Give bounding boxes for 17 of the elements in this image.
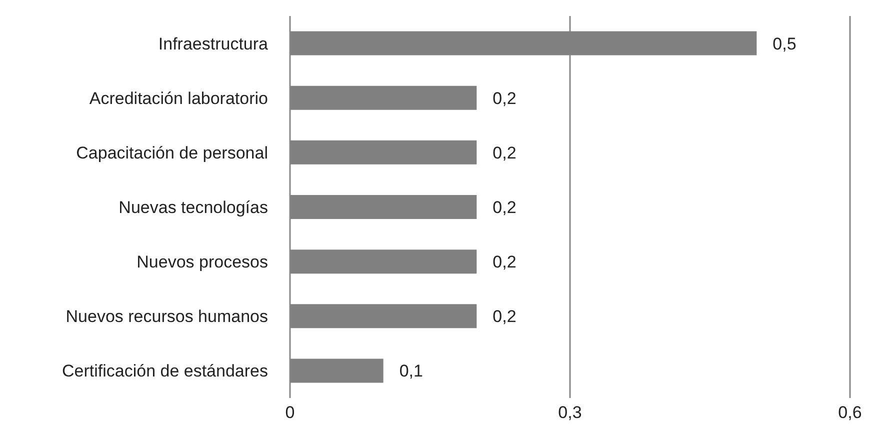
y-tick-label: Capacitación de personal — [76, 143, 268, 162]
data-label: 0,2 — [492, 88, 516, 108]
y-tick-label: Certificación de estándares — [62, 362, 268, 381]
data-label: 0,2 — [492, 198, 516, 218]
x-tick-label: 0 — [285, 403, 295, 422]
y-tick-label: Nuevas tecnologías — [118, 198, 268, 218]
x-tick-label: 0,3 — [558, 403, 582, 422]
x-tick-label: 0,6 — [838, 403, 862, 422]
data-label: 0,1 — [399, 362, 423, 381]
y-tick-label: Nuevos recursos humanos — [66, 307, 268, 326]
y-tick-label: Acreditación laboratorio — [89, 88, 268, 108]
data-label: 0,2 — [492, 307, 516, 326]
y-tick-label: Nuevos procesos — [136, 252, 268, 272]
data-label: 0,2 — [492, 252, 516, 272]
data-label: 0,5 — [772, 34, 796, 54]
y-tick-label: Infraestructura — [158, 34, 269, 54]
data-label: 0,2 — [492, 143, 516, 162]
